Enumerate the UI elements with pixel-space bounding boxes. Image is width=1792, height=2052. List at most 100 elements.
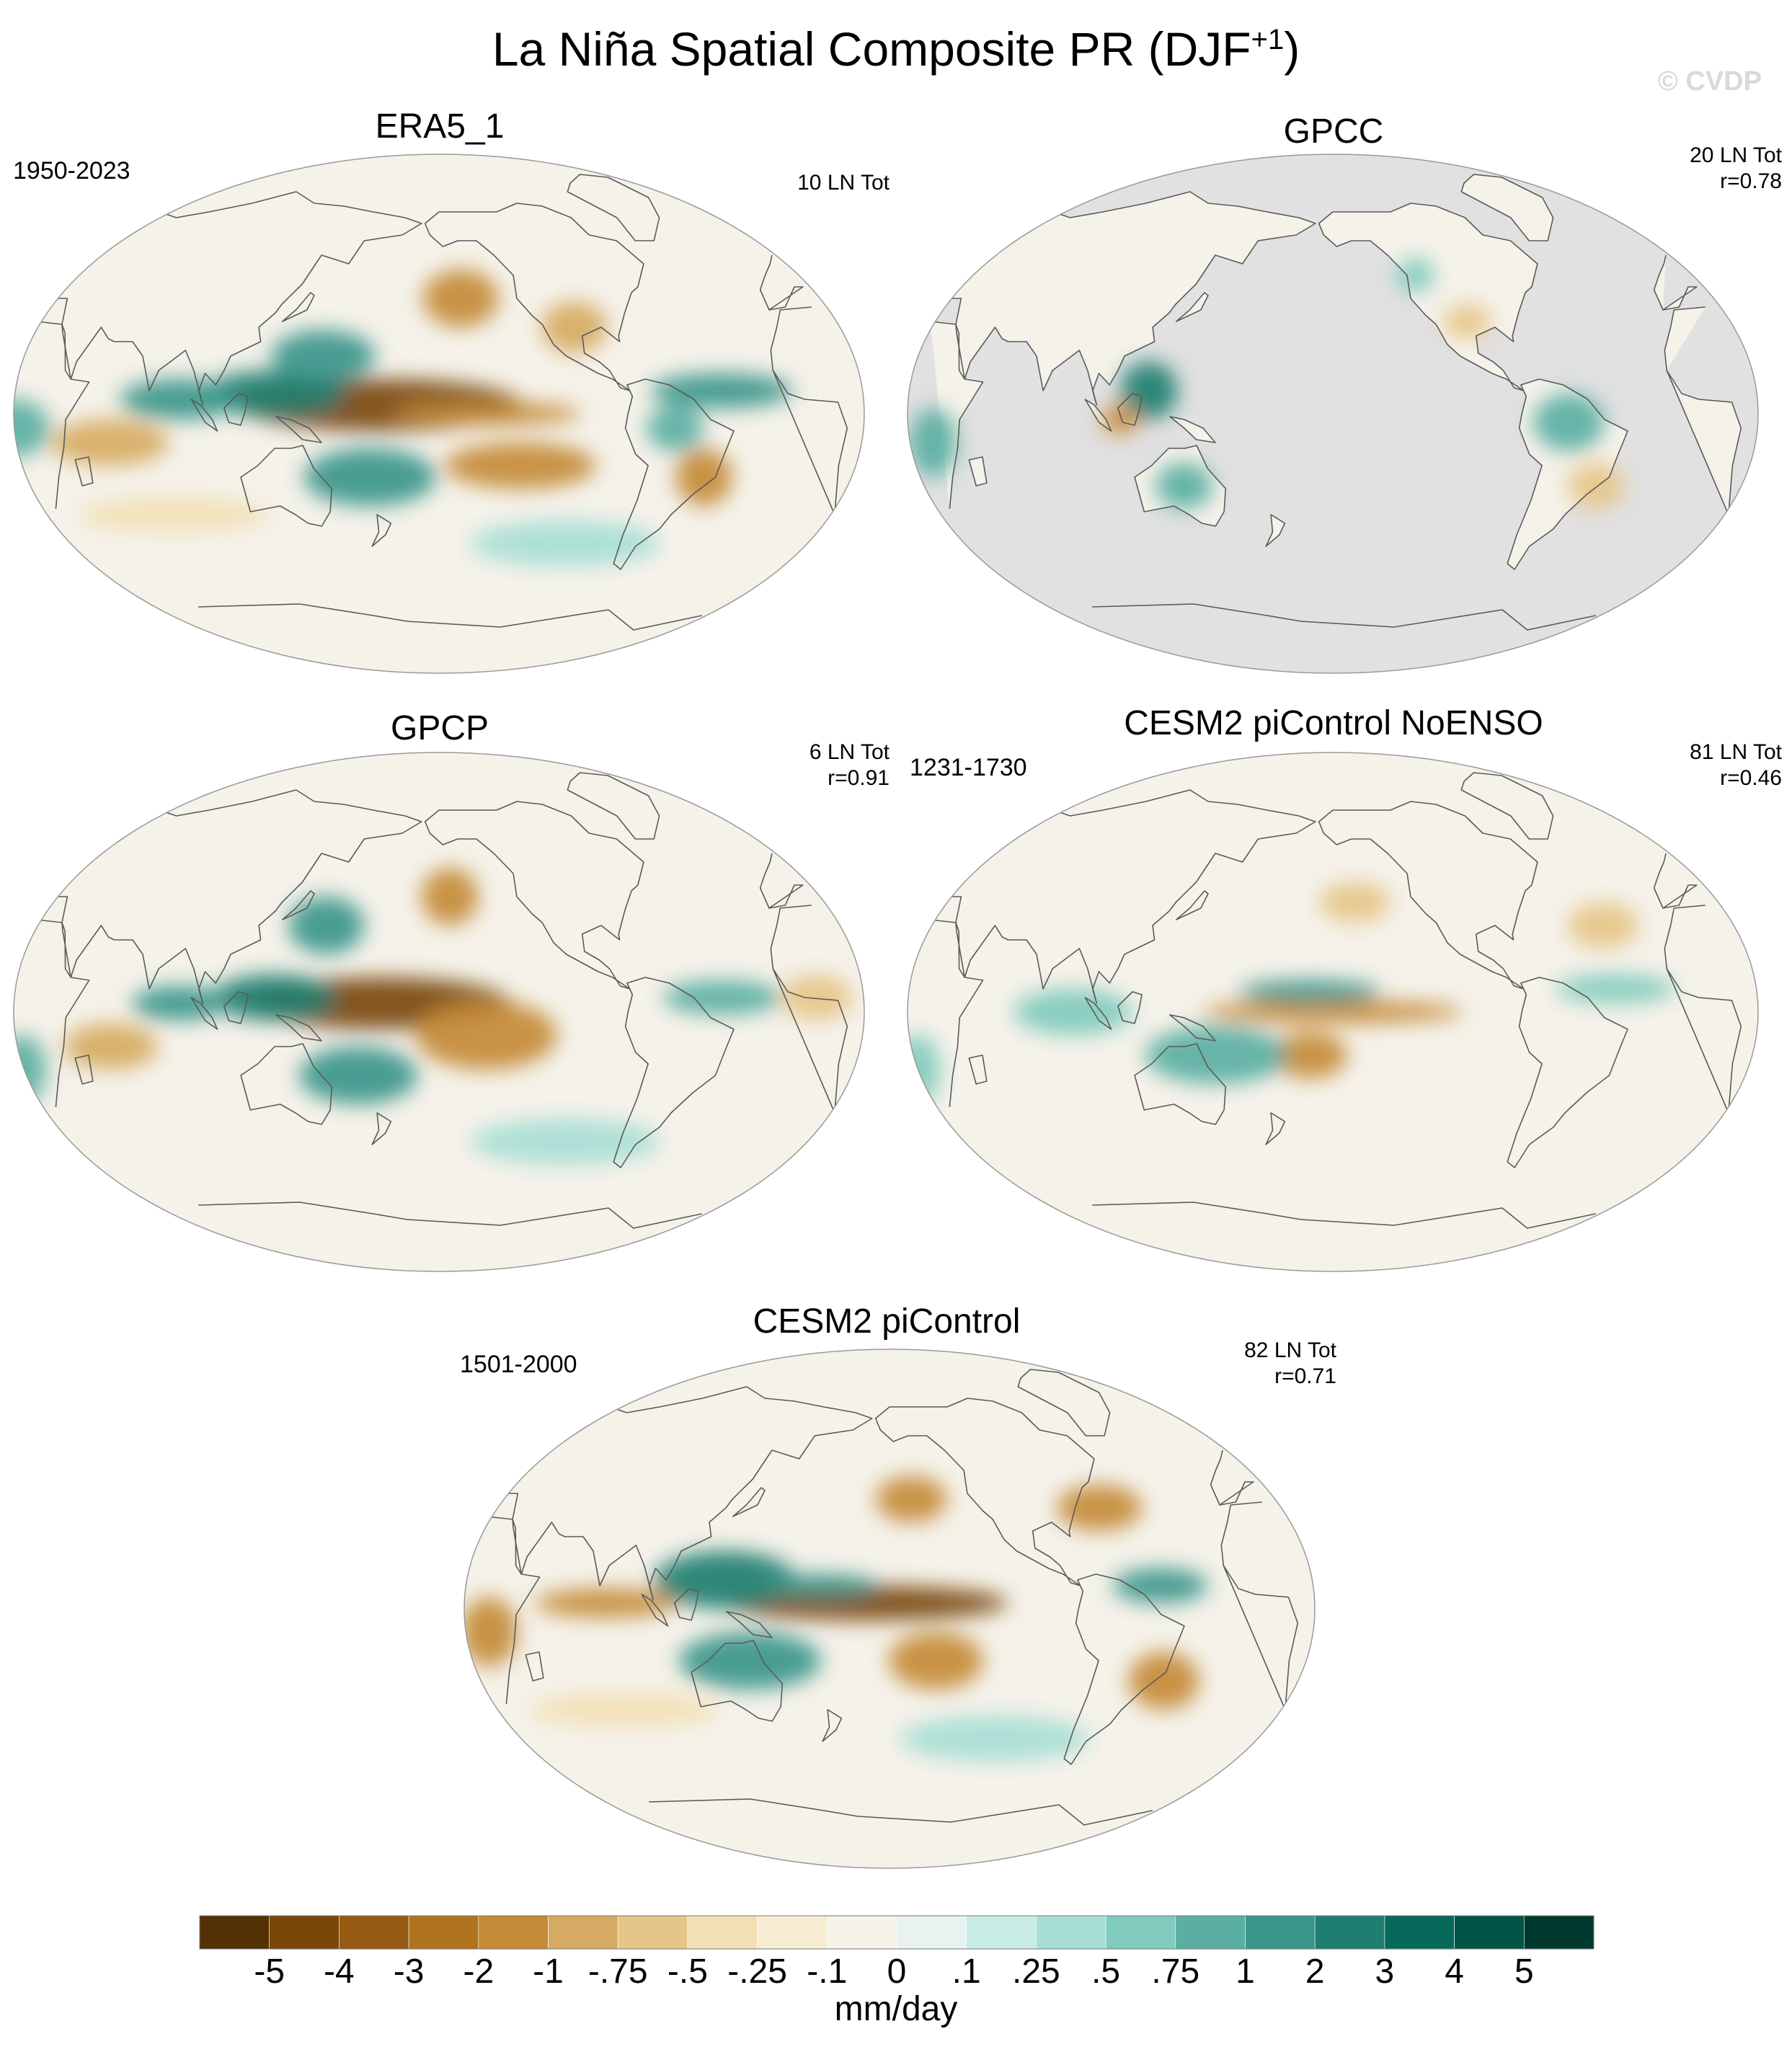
anomaly-region <box>900 1715 1089 1762</box>
colorbar-swatch <box>687 1915 758 1950</box>
anomaly-region <box>464 1597 518 1666</box>
colorbar-swatch <box>966 1915 1037 1950</box>
colorbar-tick-label: .25 <box>1012 1953 1060 1991</box>
colorbar-swatch <box>1105 1915 1176 1950</box>
map-panel-cesm-noenso <box>907 752 1759 1272</box>
colorbar-tick-label: 4 <box>1445 1953 1464 1991</box>
map-outline <box>463 1349 1316 1869</box>
anomaly-field <box>14 868 852 1165</box>
anomaly-region <box>529 1692 719 1727</box>
colorbar-swatch <box>199 1915 270 1950</box>
anomaly-region <box>1202 1000 1463 1023</box>
anomaly-region <box>1443 304 1491 339</box>
anomaly-region <box>535 1589 678 1617</box>
colorbar-swatch <box>757 1915 828 1950</box>
colorbar-tick-label: -.5 <box>667 1953 708 1991</box>
cvdp-watermark: © CVDP <box>1657 66 1762 97</box>
colorbar-tick-label: 2 <box>1305 1953 1325 1991</box>
anomaly-region <box>1533 394 1605 451</box>
colorbar-swatch <box>408 1915 479 1950</box>
anomaly-region <box>415 1000 557 1070</box>
anomaly-region <box>203 370 345 417</box>
panel-info-cesm-noenso: 81 LN Tot r=0.46 <box>1690 740 1782 790</box>
coastlines <box>36 174 848 631</box>
colorbar-tick-label: -2 <box>463 1953 494 1991</box>
colorbar-tick-label: .5 <box>1091 1953 1121 1991</box>
anomaly-region <box>421 868 479 925</box>
anomaly-region <box>271 330 376 382</box>
panel-years-era5: 1950-2023 <box>13 157 130 185</box>
anomaly-region <box>132 986 227 1021</box>
map-panel-cesm <box>463 1349 1316 1869</box>
anomaly-region <box>63 1023 159 1070</box>
anomaly-region <box>908 1035 940 1104</box>
coastlines <box>930 174 1742 631</box>
panel-info-era5: 10 LN Tot <box>797 171 890 195</box>
map-panel-gpcp <box>13 752 865 1272</box>
colorbar-swatch <box>339 1915 409 1950</box>
anomaly-region <box>1567 463 1625 509</box>
anomaly-region <box>444 443 596 489</box>
colorbar-tick-label: -.25 <box>727 1953 787 1991</box>
anomaly-region <box>541 301 608 353</box>
anomaly-region <box>1113 1568 1208 1603</box>
colorbar <box>199 1915 1594 1950</box>
coastlines <box>36 772 848 1229</box>
anomaly-region <box>647 405 704 451</box>
anomaly-region <box>909 408 957 477</box>
colorbar-tick-label: 1 <box>1236 1953 1255 1991</box>
panel-title-gpcc: GPCC <box>1283 112 1384 151</box>
map-panel-gpcc <box>907 154 1759 674</box>
map-outline <box>13 154 865 674</box>
anomaly-region <box>1013 989 1132 1035</box>
colorbar-tick-label: -.1 <box>807 1953 848 1991</box>
anomaly-region <box>50 419 169 466</box>
anomaly-region <box>422 270 499 327</box>
anomaly-region <box>1120 362 1178 419</box>
colorbar-tick-label: -.75 <box>587 1953 648 1991</box>
figure-title: La Niña Spatial Composite PR (DJF+1) <box>492 22 1300 76</box>
colorbar-swatch <box>896 1915 967 1950</box>
colorbar-units: mm/day <box>834 1990 958 2028</box>
anomaly-field <box>908 882 1675 1104</box>
anomaly-region <box>675 448 732 506</box>
anomaly-region <box>120 379 239 419</box>
anomaly-region <box>662 980 781 1015</box>
colorbar-tick-label: -1 <box>533 1953 564 1991</box>
anomaly-region <box>1156 463 1213 509</box>
anomaly-region <box>79 497 269 532</box>
colorbar-swatch <box>548 1915 618 1950</box>
anomaly-region <box>470 1119 660 1165</box>
colorbar-tick-label: .1 <box>952 1953 981 1991</box>
anomaly-region <box>679 1632 821 1689</box>
panel-info-gpcp: 6 LN Tot r=0.91 <box>809 740 890 790</box>
anomaly-region <box>888 1632 984 1689</box>
anomaly-region <box>1396 258 1434 293</box>
colorbar-frame <box>199 1915 1594 1950</box>
anomaly-region <box>1319 882 1390 923</box>
panel-years-cesm-noenso: 1231-1730 <box>910 754 1027 781</box>
anomaly-region <box>654 1551 797 1609</box>
colorbar-tick-label: -4 <box>324 1953 355 1991</box>
panel-info-gpcc: 20 LN Tot r=0.78 <box>1690 143 1782 193</box>
colorbar-swatch <box>1524 1915 1594 1950</box>
anomaly-field <box>14 270 793 567</box>
anomaly-region <box>212 974 336 1021</box>
colorbar-tick-label: 3 <box>1375 1953 1395 1991</box>
map-outline <box>907 154 1759 674</box>
colorbar-swatch <box>1036 1915 1106 1950</box>
panel-info-cesm: 82 LN Tot r=0.71 <box>1244 1338 1336 1388</box>
colorbar-tick-label: 5 <box>1514 1953 1534 1991</box>
colorbar-swatch <box>826 1915 897 1950</box>
anomaly-region <box>1128 1652 1199 1710</box>
panel-title-cesm-noenso: CESM2 piControl NoENSO <box>1124 704 1543 742</box>
anomaly-region <box>303 448 436 506</box>
panel-title-cesm: CESM2 piControl <box>753 1302 1021 1341</box>
colorbar-swatch <box>269 1915 340 1950</box>
anomaly-region <box>1145 1026 1287 1084</box>
colorbar-swatch <box>1384 1915 1455 1950</box>
map-outline <box>907 752 1759 1272</box>
panel-years-cesm: 1501-2000 <box>460 1351 577 1378</box>
anomaly-region <box>876 1476 947 1522</box>
colorbar-tick-label: -3 <box>393 1953 425 1991</box>
